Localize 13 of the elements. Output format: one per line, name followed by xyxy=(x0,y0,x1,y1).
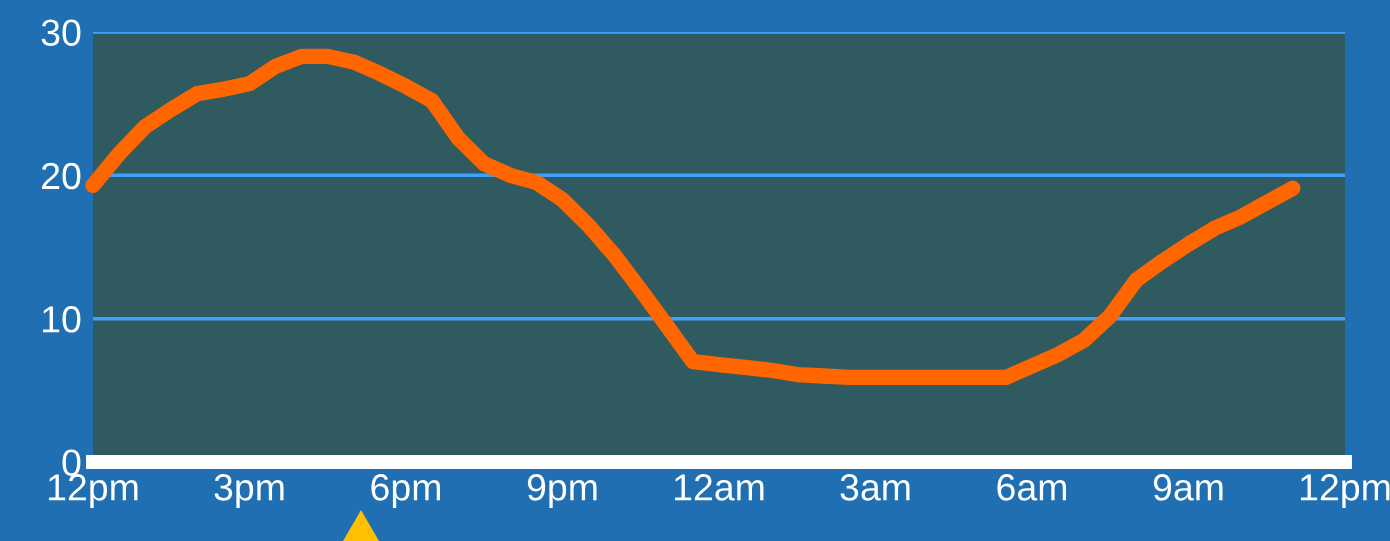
y-tick-label: 20 xyxy=(42,162,81,190)
x-tick-label: 9pm xyxy=(527,474,597,509)
x-tick-label: 12pm xyxy=(48,474,138,509)
x-tick-label: 6pm xyxy=(371,474,440,509)
x-tick-label: 3pm xyxy=(214,474,284,509)
x-tick-label: 12am xyxy=(674,474,764,501)
y-tick-label: 0 xyxy=(62,449,81,476)
x-tick-label: 6am xyxy=(997,474,1066,501)
y-tick-label: 10 xyxy=(43,306,81,333)
x-tick-label: 12pm xyxy=(1300,474,1390,509)
y-tick-label: 30 xyxy=(41,19,81,46)
x-tick-label: 3am xyxy=(840,474,910,501)
x-tick-label: 9am xyxy=(1153,474,1223,501)
